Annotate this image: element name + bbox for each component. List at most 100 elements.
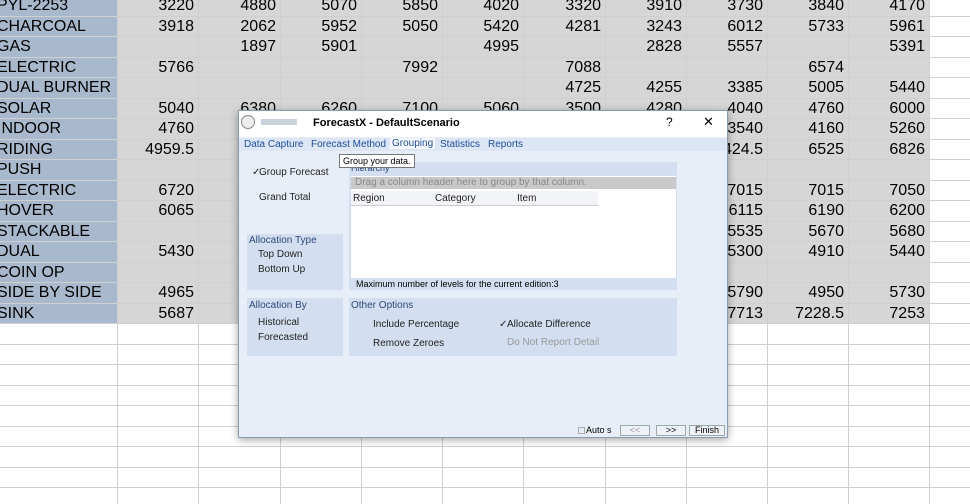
cell[interactable]: 6065 [118,201,199,222]
cell[interactable] [849,324,930,345]
cell[interactable]: 6012 [687,16,768,37]
cell[interactable] [930,119,970,140]
row-label[interactable]: STACKABLE [0,221,118,242]
cell[interactable] [930,447,970,468]
cell[interactable] [118,160,199,181]
cell[interactable] [849,426,930,447]
cell[interactable] [768,426,849,447]
cell[interactable] [930,139,970,160]
cell[interactable]: 6190 [768,201,849,222]
cell[interactable] [281,447,362,468]
cell[interactable]: 4160 [768,119,849,140]
help-button[interactable]: ? [666,115,673,129]
cell[interactable]: 5901 [281,37,362,58]
close-button[interactable]: ✕ [703,114,714,129]
cell[interactable] [930,201,970,222]
cell[interactable] [118,488,199,504]
cell[interactable] [768,37,849,58]
cell[interactable] [930,262,970,283]
row-label[interactable]: ELECTRIC [0,180,118,201]
radio-label[interactable]: Forecasted [258,332,309,343]
finish-button[interactable]: Finish [689,425,725,436]
cell[interactable] [930,406,970,427]
cell[interactable] [687,447,768,468]
cell[interactable]: 5040 [118,98,199,119]
cell[interactable] [281,57,362,78]
row-label[interactable] [0,467,118,488]
cell[interactable]: 5952 [281,16,362,37]
cell[interactable] [768,447,849,468]
row-label[interactable]: INDOOR [0,119,118,140]
cell[interactable]: 2062 [199,16,281,37]
cell[interactable]: 3910 [606,0,687,17]
cell[interactable]: 5670 [768,221,849,242]
row-label[interactable] [0,447,118,468]
cell[interactable] [443,447,524,468]
cell[interactable] [930,242,970,263]
cell[interactable] [849,467,930,488]
cell[interactable] [930,283,970,304]
cell[interactable]: 5557 [687,37,768,58]
cell[interactable]: 5766 [118,57,199,78]
cell[interactable] [849,262,930,283]
row-label[interactable] [0,385,118,406]
cell[interactable]: 5961 [849,16,930,37]
cell[interactable]: 4281 [524,16,606,37]
cell[interactable] [118,385,199,406]
cell[interactable]: 6200 [849,201,930,222]
checkbox-label[interactable]: Include Percentage [373,319,460,330]
cell[interactable] [118,262,199,283]
cell[interactable]: 5440 [849,78,930,99]
row-label[interactable]: HOVER [0,201,118,222]
cell[interactable] [362,488,443,504]
cell[interactable]: 7015 [768,180,849,201]
cell[interactable] [849,365,930,386]
cell[interactable] [768,488,849,504]
row-label[interactable]: ELECTRIC [0,57,118,78]
column-header[interactable]: Category [435,193,476,204]
cell[interactable] [849,160,930,181]
cell[interactable] [930,98,970,119]
cell[interactable]: 4020 [443,0,524,17]
checkbox[interactable] [578,427,585,434]
checkbox-label[interactable]: Allocate Difference [507,319,591,330]
cell[interactable] [930,303,970,324]
row-label[interactable] [0,365,118,386]
cell[interactable] [118,406,199,427]
group-drop-bar[interactable] [351,177,676,189]
cell[interactable]: 7088 [524,57,606,78]
cell[interactable]: 3918 [118,16,199,37]
cell[interactable]: 6000 [849,98,930,119]
cell[interactable] [930,57,970,78]
cell[interactable]: 6720 [118,180,199,201]
cell[interactable] [930,37,970,58]
cell[interactable]: 5420 [443,16,524,37]
cell[interactable] [849,57,930,78]
cell[interactable] [606,467,687,488]
cell[interactable] [199,467,281,488]
cell[interactable] [768,160,849,181]
checkbox-label[interactable]: Auto s [586,425,612,435]
cell[interactable] [281,488,362,504]
radio-label[interactable]: Historical [258,317,300,328]
cell[interactable]: 5850 [362,0,443,17]
next-button[interactable]: >> [656,425,686,436]
cell[interactable] [118,467,199,488]
cell[interactable]: 4910 [768,242,849,263]
checkmark[interactable]: ✓ [252,167,261,178]
cell[interactable] [606,488,687,504]
cell[interactable]: 6525 [768,139,849,160]
cell[interactable] [930,426,970,447]
cell[interactable] [443,78,524,99]
cell[interactable] [849,488,930,504]
tab[interactable]: Data Capture [244,139,304,150]
cell[interactable] [524,467,606,488]
cell[interactable] [930,385,970,406]
cell[interactable] [687,467,768,488]
checkmark[interactable]: ✓ [499,319,508,330]
cell[interactable] [930,180,970,201]
cell[interactable] [118,426,199,447]
cell[interactable]: 4965 [118,283,199,304]
cell[interactable] [362,467,443,488]
cell[interactable]: 4170 [849,0,930,17]
